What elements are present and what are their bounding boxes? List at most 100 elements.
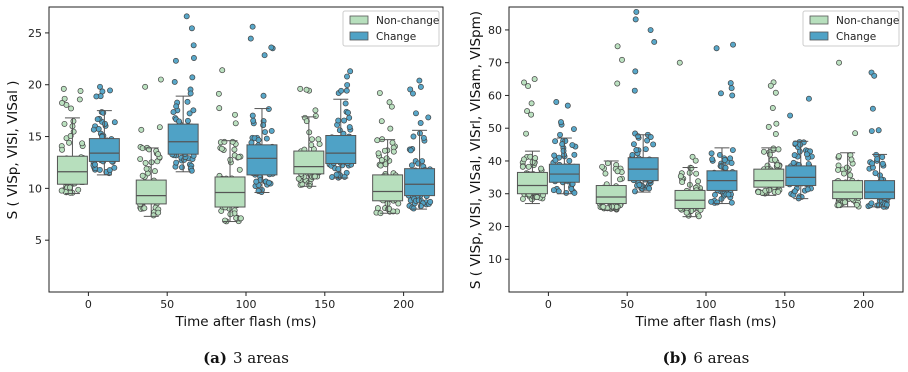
strip-point [728, 160, 735, 166]
y-tick-label: 25 [28, 27, 42, 40]
strip-point [713, 45, 720, 52]
strip-point [173, 103, 180, 110]
strip-point [107, 87, 113, 94]
strip-point [569, 142, 576, 148]
strip-point [773, 120, 780, 127]
strip-point [835, 166, 841, 173]
strip-point [66, 139, 73, 146]
strip-point [727, 80, 734, 87]
strip-point [343, 87, 350, 94]
panel-a-caption-text: 3 areas [233, 349, 289, 367]
strip-point [229, 138, 236, 145]
strip-point [868, 200, 875, 207]
strip-point [312, 107, 319, 114]
strip-point [692, 157, 699, 164]
strip-point [247, 35, 254, 42]
strip-point [550, 187, 557, 194]
strip-point [765, 123, 772, 130]
x-tick-label: 200 [853, 298, 874, 311]
strip-point [772, 156, 778, 163]
strip-point [79, 140, 86, 147]
strip-point [189, 74, 196, 81]
strip-point [772, 131, 779, 137]
strip-point [341, 117, 348, 124]
strip-point [155, 209, 162, 216]
panel-b-legend-swatch-change [809, 31, 829, 41]
strip-point [629, 152, 636, 158]
strip-point [420, 134, 427, 141]
panel-a: 5 10 15 20 25 0 50 100 150 200 Time after flash … [5, 6, 444, 367]
strip-point [60, 85, 67, 92]
y-tick-label: 70 [488, 57, 502, 70]
box-change [88, 138, 120, 162]
strip-point [329, 174, 336, 181]
strip-point [417, 83, 424, 90]
strip-point [381, 147, 388, 154]
strip-point [875, 127, 882, 134]
panel-a-legend-change: Change [376, 31, 416, 43]
strip-point [874, 156, 881, 162]
strip-point [676, 59, 683, 66]
panel-b: 10 20 30 40 50 60 70 80 0 50 100 150 200 Time after… [468, 6, 904, 367]
x-tick-label: 50 [160, 298, 174, 311]
strip-point [59, 146, 65, 153]
strip-point [555, 188, 562, 195]
strip-point [614, 80, 621, 87]
strip-point [295, 175, 302, 182]
strip-point [231, 146, 238, 153]
strip-point [787, 112, 794, 119]
panel-b-boxes [516, 134, 896, 218]
strip-point [186, 110, 193, 117]
strip-point [218, 145, 225, 152]
strip-point [190, 107, 197, 114]
strip-point [346, 114, 353, 121]
strip-point [155, 151, 161, 158]
strip-point [156, 124, 163, 131]
strip-point [249, 112, 256, 119]
strip-point [790, 159, 797, 166]
strip-point [632, 16, 639, 23]
strip-point [557, 131, 563, 138]
strip-point [344, 73, 350, 80]
strip-point [265, 179, 272, 186]
strip-point [525, 163, 532, 170]
strip-point [111, 164, 118, 171]
strip-point [184, 98, 191, 105]
strip-point [268, 44, 275, 51]
strip-point [374, 137, 381, 144]
strip-point [102, 120, 108, 127]
strip-point [190, 42, 197, 49]
panel-b-x-ticks: 0 50 100 150 200 [545, 292, 874, 311]
strip-point [791, 188, 798, 195]
x-tick-label: 50 [620, 298, 634, 311]
strip-point [346, 124, 353, 131]
strip-point [729, 92, 736, 99]
strip-point [215, 90, 222, 97]
panel-a-legend-swatch-nonchange [349, 15, 369, 25]
strip-point [374, 205, 381, 212]
strip-point [774, 162, 781, 169]
strip-point [425, 114, 432, 121]
box-change [246, 144, 278, 176]
strip-point [76, 96, 83, 103]
strip-point [558, 119, 564, 126]
strip-point [216, 105, 223, 112]
strip-point [716, 152, 723, 158]
strip-point [387, 125, 394, 132]
panel-b-legend-swatch-nonchange [809, 15, 829, 25]
strip-point [377, 162, 384, 169]
strip-point [344, 82, 351, 88]
strip-point [413, 110, 419, 117]
strip-point [614, 43, 621, 50]
strip-point [232, 111, 238, 118]
strip-point [769, 105, 776, 111]
strip-point [570, 126, 577, 133]
strip-point [142, 160, 149, 166]
y-tick-label: 30 [488, 188, 502, 201]
strip-point [260, 92, 267, 99]
box-nonchange [372, 174, 404, 202]
panel-b-legend-nonchange: Non-change [836, 15, 899, 27]
y-tick-label: 10 [488, 253, 502, 266]
box-change [785, 165, 817, 187]
strip-point [315, 136, 322, 143]
